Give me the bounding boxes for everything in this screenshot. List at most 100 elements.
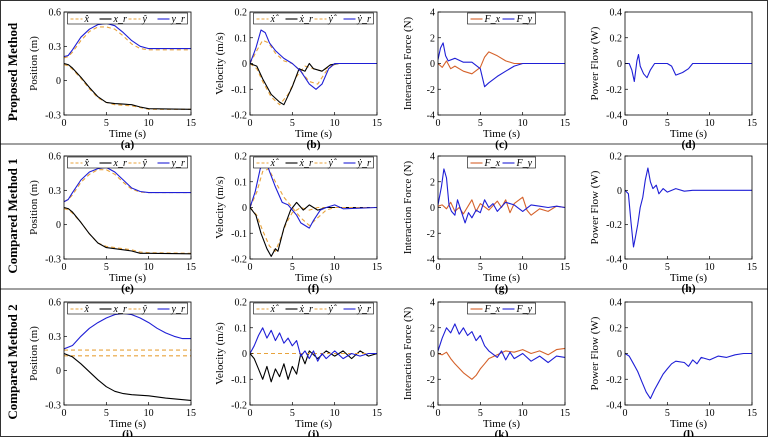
series-line bbox=[64, 352, 191, 401]
legend-box bbox=[67, 156, 188, 169]
y-tick-label: -0.2 bbox=[606, 85, 622, 96]
y-tick-label: 0 bbox=[430, 59, 435, 70]
series-line bbox=[64, 208, 191, 254]
axes-frame bbox=[63, 155, 192, 260]
y-tick-label: -0.4 bbox=[606, 111, 622, 122]
legend-label: F_x bbox=[484, 14, 501, 25]
chart-panel: 0 5 10 15 -0.4 -0.2 0 0.2 Time (s) Power Flow (W)… bbox=[589, 152, 757, 296]
legend-label: x_r bbox=[113, 304, 127, 315]
legend-box bbox=[467, 302, 536, 315]
legend-label: y_r bbox=[171, 14, 185, 25]
y-tick-label: 0.1 bbox=[235, 323, 248, 334]
series-line bbox=[250, 201, 377, 257]
series-line bbox=[64, 166, 191, 203]
y-axis-label: Velocity (m/s) bbox=[214, 32, 226, 95]
y-tick-label: 0.2 bbox=[235, 8, 248, 19]
y-tick-label: -0.1 bbox=[231, 229, 247, 240]
y-tick-label: -4 bbox=[427, 111, 435, 122]
x-tick-label: 0 bbox=[436, 408, 441, 419]
y-tick-label: 0 bbox=[56, 366, 61, 377]
legend-label: ẏ̂ bbox=[328, 14, 337, 25]
series-line bbox=[64, 26, 191, 59]
axes-frame bbox=[624, 155, 753, 260]
y-tick-label: -0.4 bbox=[606, 401, 622, 412]
x-axis-label: Time (s) bbox=[295, 418, 333, 430]
x-tick-label: 10 bbox=[330, 408, 340, 419]
y-tick-label: -0.2 bbox=[606, 220, 622, 231]
series-line bbox=[438, 347, 565, 380]
x-tick-label: 15 bbox=[560, 118, 570, 129]
legend-label: ẏ_r bbox=[357, 158, 371, 169]
axes-frame bbox=[624, 301, 753, 406]
y-tick-label: 0 bbox=[242, 203, 247, 214]
x-tick-label: 0 bbox=[248, 262, 253, 273]
legend-label: F_y bbox=[516, 158, 533, 169]
y-tick-label: 4 bbox=[430, 8, 435, 19]
x-tick-label: 15 bbox=[186, 408, 196, 419]
y-tick-label: 0 bbox=[617, 349, 622, 360]
x-tick-label: 0 bbox=[623, 262, 628, 273]
legend-label: ŷ bbox=[142, 304, 148, 315]
series-line bbox=[625, 53, 752, 83]
legend-label: F_x bbox=[484, 304, 501, 315]
y-tick-label: 2 bbox=[430, 33, 435, 44]
x-tick-label: 15 bbox=[186, 262, 196, 273]
y-tick-label: 4 bbox=[430, 298, 435, 309]
y-axis-label: Interaction Force (N) bbox=[402, 160, 414, 254]
x-tick-label: 5 bbox=[478, 262, 483, 273]
y-tick-label: 0.1 bbox=[235, 33, 248, 44]
x-tick-label: 0 bbox=[62, 262, 67, 273]
legend-label: x_r bbox=[113, 158, 127, 169]
series-line bbox=[438, 323, 565, 364]
y-tick-label: -0.4 bbox=[606, 255, 622, 266]
y-axis-label: Power Flow (W) bbox=[589, 316, 601, 390]
legend-label: ẋ_r bbox=[299, 14, 313, 25]
x-tick-label: 15 bbox=[186, 118, 196, 129]
series-line bbox=[250, 29, 377, 90]
y-tick-label: 0.3 bbox=[49, 186, 62, 197]
x-tick-label: 0 bbox=[62, 408, 67, 419]
x-tick-label: 10 bbox=[518, 408, 528, 419]
series-line bbox=[64, 169, 191, 203]
y-tick-label: -2 bbox=[427, 375, 435, 386]
x-tick-label: 5 bbox=[478, 408, 483, 419]
x-axis-label: Time (s) bbox=[483, 272, 521, 284]
series-line bbox=[64, 206, 191, 255]
legend-label: ẏ_r bbox=[357, 304, 371, 315]
legend-box bbox=[67, 12, 188, 25]
legend-label: ẋ̂ bbox=[270, 304, 279, 315]
y-tick-label: -0.1 bbox=[231, 375, 247, 386]
legend-label: y_r bbox=[171, 158, 185, 169]
legend-label: y_r bbox=[171, 304, 185, 315]
y-tick-label: 0.6 bbox=[49, 298, 62, 309]
series-line bbox=[250, 62, 377, 106]
x-tick-label: 10 bbox=[705, 408, 715, 419]
x-axis-label: Time (s) bbox=[295, 272, 333, 284]
series-line bbox=[250, 206, 377, 252]
y-tick-label: 0 bbox=[242, 349, 247, 360]
panel-label: (c) bbox=[495, 139, 508, 151]
y-tick-label: -0.2 bbox=[231, 401, 247, 412]
y-axis-label: Position (m) bbox=[28, 36, 40, 91]
y-tick-label: 0.2 bbox=[610, 33, 623, 44]
x-tick-label: 15 bbox=[747, 408, 757, 419]
x-axis-label: Time (s) bbox=[109, 272, 147, 284]
x-tick-label: 15 bbox=[372, 262, 382, 273]
series-line bbox=[250, 39, 377, 85]
x-tick-label: 10 bbox=[705, 262, 715, 273]
chart-panel: 0 5 10 15 -0.4 -0.2 0 0.2 0.4 Time (s) Power Flow … bbox=[589, 298, 757, 437]
legend-box bbox=[253, 156, 374, 169]
y-axis-label: Position (m) bbox=[28, 326, 40, 381]
x-axis-label: Time (s) bbox=[295, 128, 333, 140]
panel-label: (g) bbox=[495, 283, 509, 295]
legend-label: x̂ bbox=[84, 304, 90, 315]
x-tick-label: 0 bbox=[436, 118, 441, 129]
y-tick-label: -0.1 bbox=[231, 85, 247, 96]
panel-label: (h) bbox=[681, 283, 695, 295]
x-tick-label: 10 bbox=[144, 118, 154, 129]
legend: F_x F_y bbox=[467, 156, 536, 169]
y-tick-label: -0.2 bbox=[231, 255, 247, 266]
y-tick-label: 0.2 bbox=[235, 298, 248, 309]
